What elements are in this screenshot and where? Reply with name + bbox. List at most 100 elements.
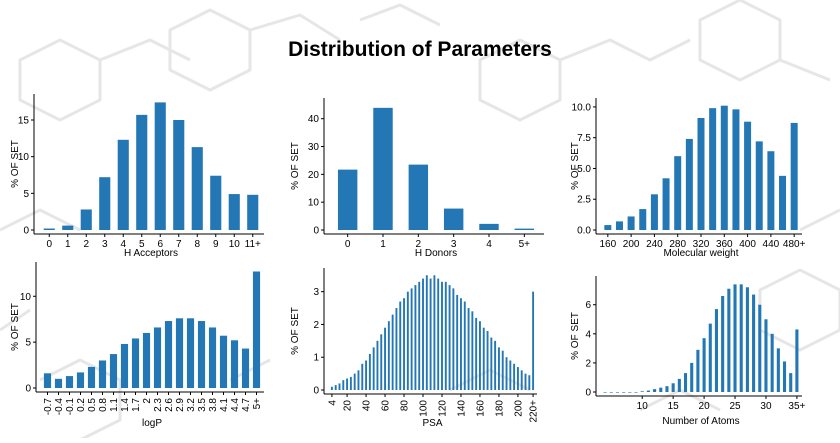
- bar: [744, 121, 752, 230]
- y-tick-label: 3: [313, 287, 319, 298]
- y-tick-label: 2: [585, 358, 591, 369]
- x-tick-label: 0: [46, 239, 52, 250]
- x-tick-label: 3.8: [208, 398, 219, 412]
- bar: [109, 354, 118, 388]
- bar: [509, 360, 512, 390]
- bar: [346, 378, 349, 390]
- bar: [395, 308, 398, 390]
- bar: [437, 278, 440, 390]
- x-axis-title: Number of Atoms: [662, 416, 739, 427]
- y-axis-title: % OF SET: [290, 142, 301, 190]
- x-tick-label: 2.3: [153, 398, 164, 412]
- x-tick-label: 0.8: [98, 398, 109, 412]
- x-axis-title: H Donors: [415, 248, 457, 259]
- bar: [739, 284, 743, 392]
- bar: [628, 392, 632, 393]
- bar: [501, 350, 504, 390]
- bar: [208, 327, 217, 388]
- bar: [714, 309, 719, 392]
- page-title: Distribution of Parameters: [288, 38, 552, 61]
- bar: [387, 321, 390, 390]
- bar: [142, 332, 151, 388]
- y-tick-label: 20: [308, 170, 320, 181]
- bar: [153, 327, 162, 388]
- y-tick-label: 0: [25, 384, 31, 395]
- x-tick-label: 320: [693, 239, 710, 250]
- bar: [604, 225, 612, 230]
- x-tick-label: 80: [400, 400, 411, 412]
- x-tick-label: 35+: [788, 401, 805, 412]
- bar: [745, 287, 749, 392]
- y-axis-title: % OF SET: [570, 312, 581, 360]
- bar: [241, 348, 250, 388]
- bar: [494, 340, 497, 390]
- x-tick-label: 30: [760, 401, 772, 412]
- x-tick-label: 15: [668, 401, 680, 412]
- bar: [154, 102, 166, 230]
- chart-h-acceptors: 0 5 10 15 0 1 2 3 4 5 6 7 8 9 10 11+ H Acceptors % OF SET: [0, 90, 280, 270]
- bar: [634, 392, 638, 393]
- bar: [372, 347, 375, 390]
- y-tick-label: 2.5: [577, 195, 591, 206]
- bar: [463, 301, 466, 390]
- bar: [516, 367, 519, 390]
- bar: [514, 228, 535, 230]
- bar: [683, 373, 688, 392]
- bar: [764, 319, 768, 392]
- y-tick-label: 0: [585, 388, 591, 399]
- x-tick-label: 4: [120, 239, 126, 250]
- x-tick-label: 2.9: [175, 398, 186, 412]
- bar: [467, 308, 470, 390]
- x-tick-label: 1.1: [109, 398, 120, 412]
- bar: [609, 392, 613, 393]
- bar: [532, 291, 535, 390]
- bar: [441, 281, 443, 390]
- x-tick-label: -0.1: [65, 398, 76, 416]
- y-tick-label: 10: [308, 198, 320, 209]
- x-tick-label: 20: [699, 401, 711, 412]
- bar: [422, 278, 424, 390]
- x-tick-label: 240: [646, 239, 663, 250]
- y-tick-label: 5: [25, 338, 31, 349]
- x-tick-label: 5+: [519, 239, 531, 250]
- bar: [795, 329, 799, 392]
- bar: [197, 321, 206, 388]
- bar: [732, 109, 740, 230]
- bar: [99, 177, 111, 230]
- bar: [403, 298, 405, 390]
- bar: [482, 327, 485, 390]
- bar: [671, 383, 675, 392]
- bar: [627, 216, 635, 230]
- x-tick-label: 4: [486, 239, 492, 250]
- bar: [615, 392, 620, 393]
- x-tick-label: 360: [716, 239, 733, 250]
- bar: [720, 105, 728, 230]
- bar: [175, 318, 184, 388]
- bar: [429, 278, 432, 390]
- x-tick-label: 9: [213, 239, 219, 250]
- x-tick-label: 160: [599, 239, 616, 250]
- x-tick-label: 2: [142, 398, 153, 404]
- x-tick-label: 1: [380, 239, 386, 250]
- x-tick-label: 1: [65, 239, 71, 250]
- x-tick-label: 10: [637, 401, 649, 412]
- bar: [252, 271, 261, 388]
- x-axis-title: Molecular weight: [663, 248, 738, 259]
- x-tick-label: 0.2: [76, 398, 87, 412]
- bar: [452, 288, 455, 390]
- bar: [479, 223, 499, 230]
- bar: [770, 333, 774, 392]
- bar: [136, 114, 148, 230]
- bar: [709, 108, 717, 230]
- bar: [43, 373, 52, 388]
- y-tick-label: 5: [23, 189, 29, 200]
- y-tick-label: 10: [18, 152, 30, 163]
- bar: [622, 392, 626, 393]
- bar: [219, 335, 228, 388]
- x-tick-label: 400: [739, 239, 756, 250]
- bar: [524, 373, 527, 390]
- bar: [117, 139, 129, 230]
- x-tick-label: 40: [362, 400, 373, 412]
- bar: [173, 120, 185, 230]
